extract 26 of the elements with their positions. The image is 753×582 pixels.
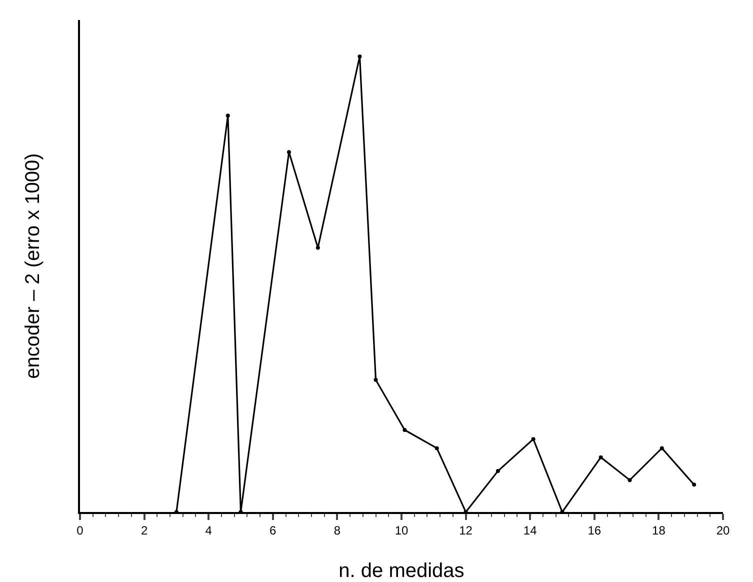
- point: [692, 482, 696, 487]
- point: [496, 469, 500, 473]
- x-tick-label: 0: [76, 523, 84, 538]
- x-tick-label: 14: [523, 523, 538, 538]
- point: [434, 446, 439, 450]
- point: [226, 114, 230, 118]
- point: [531, 437, 536, 442]
- x-tick-label: 10: [394, 523, 408, 538]
- point: [628, 478, 632, 482]
- x-tick-label: 20: [716, 523, 730, 538]
- point: [316, 246, 320, 250]
- x-tick-label: 2: [140, 523, 148, 538]
- x-tick-label: 16: [588, 523, 602, 538]
- x-tick-label: 12: [459, 523, 473, 538]
- x-tick-label: 8: [334, 523, 341, 538]
- point: [358, 54, 362, 58]
- point: [598, 455, 603, 460]
- x-tick-label: 18: [652, 523, 666, 538]
- x-tick-label: 4: [205, 523, 212, 538]
- x-tick-label: 6: [270, 523, 277, 538]
- point: [660, 446, 664, 450]
- point: [374, 378, 378, 382]
- point: [402, 428, 407, 432]
- y-axis-title: encoder – 2 (erro x 1000): [22, 153, 44, 379]
- point: [286, 150, 291, 154]
- x-axis-title: n. de medidas: [338, 560, 464, 582]
